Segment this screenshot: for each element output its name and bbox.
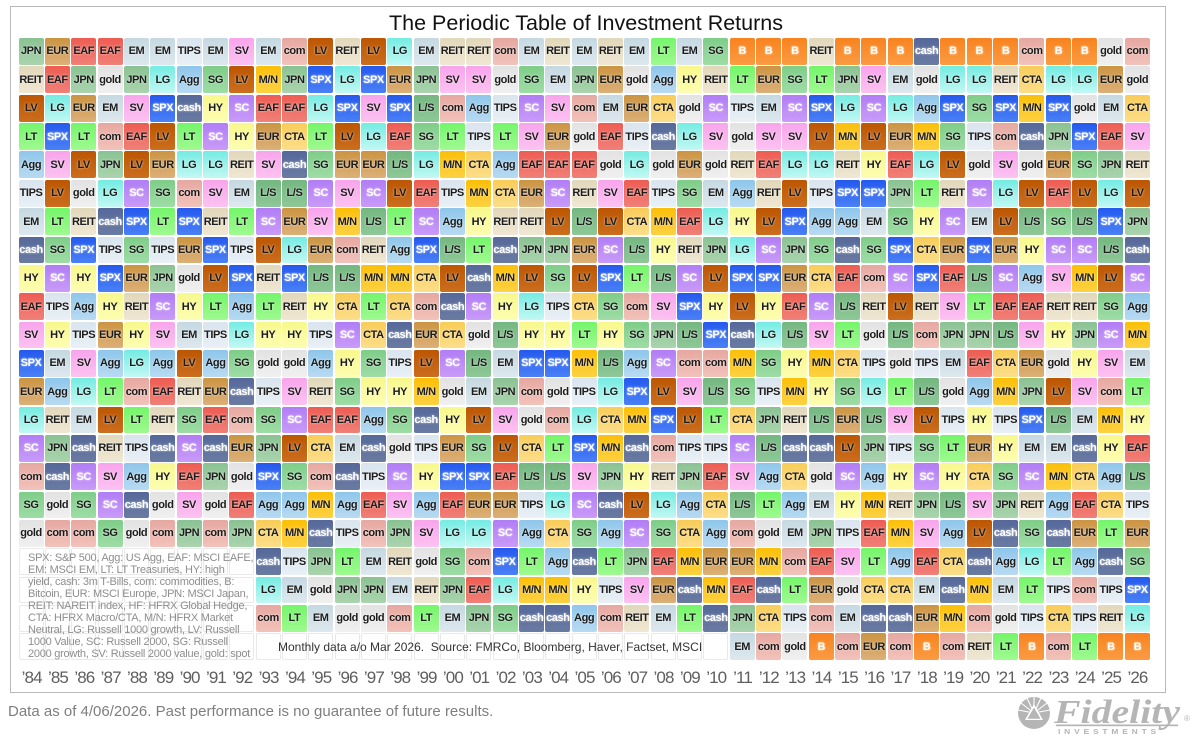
svg-text:®: ® — [1184, 714, 1190, 723]
svg-text:INVESTMENTS: INVESTMENTS — [1058, 727, 1160, 736]
